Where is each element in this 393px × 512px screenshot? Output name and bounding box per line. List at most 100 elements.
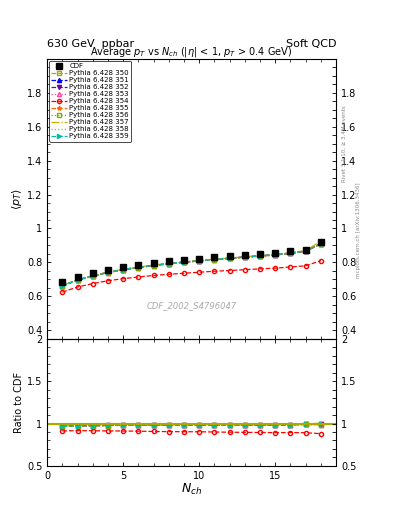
Pythia 6.428 352	[242, 254, 247, 260]
Pythia 6.428 357	[75, 276, 80, 283]
Pythia 6.428 358	[60, 283, 65, 289]
Pythia 6.428 355	[60, 283, 65, 289]
Pythia 6.428 356	[197, 258, 202, 264]
Pythia 6.428 354	[197, 269, 202, 275]
Pythia 6.428 355	[90, 273, 95, 279]
Pythia 6.428 353	[75, 277, 80, 283]
Pythia 6.428 356	[258, 253, 263, 259]
Pythia 6.428 359	[121, 266, 125, 272]
Pythia 6.428 351	[60, 283, 65, 289]
Pythia 6.428 357	[166, 260, 171, 266]
Line: Pythia 6.428 357: Pythia 6.428 357	[62, 241, 321, 286]
CDF	[166, 258, 171, 264]
Pythia 6.428 353	[106, 269, 110, 275]
Pythia 6.428 356	[136, 265, 141, 271]
Pythia 6.428 353	[151, 263, 156, 269]
Pythia 6.428 357	[242, 254, 247, 260]
Pythia 6.428 359	[60, 283, 65, 289]
Y-axis label: $\langle p_T\rangle$: $\langle p_T\rangle$	[10, 188, 24, 210]
Pythia 6.428 353	[182, 259, 186, 265]
Pythia 6.428 353	[227, 255, 232, 262]
Pythia 6.428 356	[121, 267, 125, 273]
Pythia 6.428 359	[303, 248, 308, 254]
Pythia 6.428 358	[318, 241, 323, 247]
Pythia 6.428 354	[75, 284, 80, 290]
Pythia 6.428 355	[288, 250, 293, 256]
Line: Pythia 6.428 358: Pythia 6.428 358	[62, 244, 321, 286]
Pythia 6.428 350	[166, 261, 171, 267]
CDF	[273, 249, 277, 255]
Pythia 6.428 350	[90, 273, 95, 280]
Pythia 6.428 357	[60, 283, 65, 289]
Pythia 6.428 356	[273, 252, 277, 258]
Pythia 6.428 353	[90, 273, 95, 279]
Pythia 6.428 351	[136, 264, 141, 270]
Line: Pythia 6.428 355: Pythia 6.428 355	[60, 242, 323, 288]
Pythia 6.428 351	[197, 258, 202, 264]
Pythia 6.428 352	[121, 267, 125, 273]
Text: Rivet 3.1.10, ≥ 3.4M events: Rivet 3.1.10, ≥ 3.4M events	[342, 105, 347, 182]
Pythia 6.428 355	[258, 253, 263, 259]
Pythia 6.428 350	[75, 277, 80, 283]
Pythia 6.428 359	[273, 252, 277, 258]
Pythia 6.428 355	[106, 269, 110, 275]
CDF	[242, 252, 247, 258]
Pythia 6.428 354	[182, 270, 186, 276]
Pythia 6.428 357	[318, 238, 323, 244]
CDF	[227, 253, 232, 259]
Pythia 6.428 355	[182, 259, 186, 265]
Pythia 6.428 357	[136, 264, 141, 270]
Pythia 6.428 356	[242, 254, 247, 261]
Pythia 6.428 350	[318, 241, 323, 247]
Pythia 6.428 356	[288, 250, 293, 257]
Pythia 6.428 352	[273, 252, 277, 258]
Pythia 6.428 358	[136, 264, 141, 270]
Pythia 6.428 350	[227, 255, 232, 262]
Pythia 6.428 358	[242, 254, 247, 260]
Pythia 6.428 354	[136, 274, 141, 280]
Pythia 6.428 357	[182, 259, 186, 265]
Pythia 6.428 350	[212, 257, 217, 263]
Pythia 6.428 354	[106, 278, 110, 284]
Pythia 6.428 352	[212, 257, 217, 263]
Pythia 6.428 358	[151, 262, 156, 268]
Pythia 6.428 352	[166, 261, 171, 267]
Pythia 6.428 354	[227, 267, 232, 273]
Pythia 6.428 350	[258, 253, 263, 259]
Pythia 6.428 353	[258, 253, 263, 259]
Pythia 6.428 355	[318, 241, 323, 247]
Pythia 6.428 355	[151, 262, 156, 268]
Pythia 6.428 356	[166, 261, 171, 267]
CDF	[136, 262, 141, 268]
Pythia 6.428 351	[303, 248, 308, 254]
Pythia 6.428 359	[258, 253, 263, 259]
Pythia 6.428 355	[121, 266, 125, 272]
Pythia 6.428 354	[288, 264, 293, 270]
Pythia 6.428 356	[318, 241, 323, 247]
CDF	[212, 254, 217, 260]
Pythia 6.428 359	[288, 250, 293, 256]
Pythia 6.428 354	[318, 258, 323, 264]
Pythia 6.428 355	[273, 252, 277, 258]
Pythia 6.428 351	[258, 253, 263, 259]
CDF	[258, 250, 263, 257]
Line: Pythia 6.428 354: Pythia 6.428 354	[60, 259, 323, 294]
CDF	[288, 248, 293, 254]
Pythia 6.428 352	[227, 255, 232, 262]
CDF	[182, 257, 186, 263]
Pythia 6.428 358	[197, 258, 202, 264]
Pythia 6.428 358	[288, 250, 293, 257]
Pythia 6.428 355	[166, 261, 171, 267]
Pythia 6.428 357	[303, 247, 308, 253]
Pythia 6.428 350	[242, 254, 247, 261]
Pythia 6.428 351	[151, 262, 156, 268]
Pythia 6.428 359	[242, 254, 247, 260]
Pythia 6.428 353	[212, 257, 217, 263]
Pythia 6.428 351	[121, 266, 125, 272]
Pythia 6.428 357	[151, 262, 156, 268]
Pythia 6.428 358	[106, 269, 110, 275]
Pythia 6.428 355	[212, 257, 217, 263]
Pythia 6.428 356	[212, 257, 217, 263]
Pythia 6.428 355	[197, 258, 202, 264]
Pythia 6.428 358	[273, 252, 277, 258]
